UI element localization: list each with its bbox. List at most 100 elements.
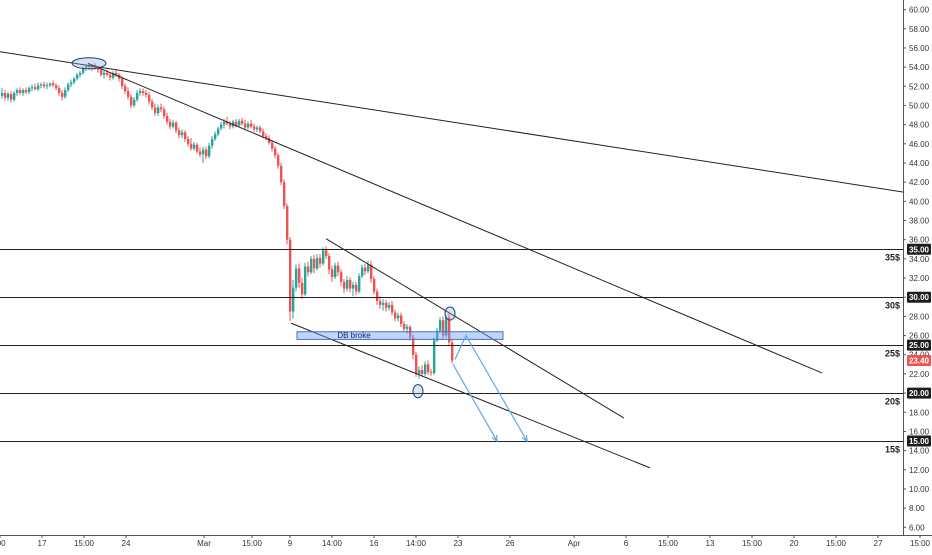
candle-body [259, 127, 262, 132]
candle-body [400, 315, 403, 325]
candle-body [76, 74, 79, 79]
time-tick-label: 9 [288, 539, 293, 548]
candle-body [196, 144, 199, 152]
time-tick-label: :00 [0, 539, 6, 548]
price-tick-label: 50.00 [909, 101, 930, 110]
candle-body [37, 85, 40, 90]
candle-body [253, 126, 256, 130]
candle-body [34, 87, 37, 90]
time-axis-ticks: :00 17 15:00 24 Mar 15:00 9 14:00 16 14:00 23 26 Apr… [0, 535, 931, 548]
candle-body [292, 287, 295, 312]
circle-marker [444, 306, 456, 321]
candle-body [337, 265, 340, 273]
time-tick-label: 6 [624, 539, 629, 548]
candle-body [157, 107, 160, 114]
candle-body [61, 93, 64, 97]
candle-body [178, 130, 181, 136]
candle-body [364, 267, 367, 272]
candle-body [415, 354, 418, 374]
price-tick-label: 44.00 [909, 159, 930, 168]
price-tick-label: 46.00 [909, 140, 930, 149]
trendline [87, 62, 823, 374]
candle-body [106, 72, 109, 75]
candle-body [109, 74, 112, 78]
candle-body [208, 145, 211, 157]
time-tick-label: 23 [454, 539, 463, 548]
candle-body [451, 342, 454, 361]
time-tick-label: 26 [506, 539, 515, 548]
candle-body [349, 279, 352, 289]
candle-body [160, 107, 163, 110]
candle-body [433, 340, 436, 373]
price-tick-label: 40.00 [909, 197, 930, 206]
candle-body [397, 315, 400, 319]
candle-body [277, 155, 280, 166]
candle-body [373, 279, 376, 292]
time-tick-label: 27 [874, 539, 883, 548]
candle-body [67, 84, 70, 91]
time-tick-label: 15:00 [74, 539, 95, 548]
candle-body [1, 93, 4, 96]
candle-body [88, 66, 91, 68]
candle-body [142, 91, 145, 94]
price-tick-label: 52.00 [909, 82, 930, 91]
candle-body [73, 78, 76, 83]
candle-body [163, 109, 166, 117]
candle-body [244, 123, 247, 128]
price-badge-label: 23.40 [909, 357, 930, 366]
level-label: 20$ [885, 397, 900, 407]
price-tick-label: 12.00 [909, 466, 930, 475]
time-tick-label: 15:00 [742, 539, 763, 548]
candle-body [16, 90, 19, 94]
price-badge-label: 30.00 [909, 293, 930, 302]
candle-body [271, 142, 274, 149]
price-badge-label: 25.00 [909, 341, 930, 350]
candle-body [43, 84, 46, 87]
candle-body [427, 364, 430, 373]
candle-body [205, 149, 208, 157]
candle-body [361, 267, 364, 277]
time-axis-panel[interactable] [0, 535, 932, 550]
time-tick-label: 15:00 [242, 539, 263, 548]
price-tick-label: 26.00 [909, 332, 930, 341]
candle-body [64, 90, 67, 97]
candle-body [220, 124, 223, 129]
candle-body [124, 86, 127, 92]
time-tick-label: 24 [122, 539, 131, 548]
price-tick-label: 32.00 [909, 274, 930, 283]
candle-body [298, 268, 301, 283]
candle-body [136, 93, 139, 100]
time-tick-label: 17 [38, 539, 47, 548]
candle-body [268, 138, 271, 143]
candle-body [4, 93, 7, 98]
candle-body [394, 312, 397, 319]
price-tick-label: 34.00 [909, 255, 930, 264]
candle-body [55, 85, 58, 89]
time-tick-label: 16 [370, 539, 379, 548]
price-badge-label: 15.00 [909, 437, 930, 446]
price-tick-label: 38.00 [909, 217, 930, 226]
candle-body [13, 93, 16, 100]
time-tick-label: Apr [568, 539, 581, 548]
candle-body [331, 269, 334, 278]
candle-body [406, 326, 409, 329]
candle-body [334, 265, 337, 278]
candle-body [319, 257, 322, 264]
candle-body [418, 370, 421, 374]
price-badge-label: 35.00 [909, 245, 930, 254]
candle-body [439, 320, 442, 331]
candle-body [256, 127, 259, 130]
projection-arrowhead [491, 435, 498, 443]
candle-body [82, 68, 85, 73]
candle-body [145, 93, 148, 95]
candle-body [22, 90, 25, 94]
level-label: 15$ [885, 445, 900, 455]
price-tick-label: 6.00 [909, 523, 925, 532]
candle-body [148, 94, 151, 102]
price-tick-label: 22.00 [909, 370, 930, 379]
price-tick-label: 10.00 [909, 485, 930, 494]
candle-body [343, 281, 346, 289]
candle-body [166, 116, 169, 122]
